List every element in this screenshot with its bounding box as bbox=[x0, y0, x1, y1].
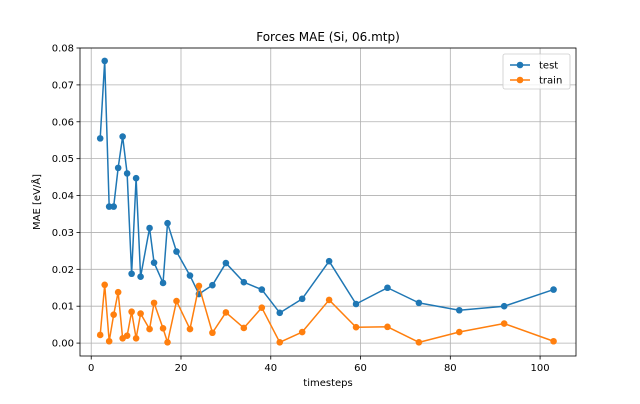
series-train bbox=[96, 281, 557, 346]
train-point bbox=[164, 339, 171, 346]
test-point bbox=[352, 300, 360, 308]
train-point bbox=[186, 325, 194, 333]
test-line bbox=[99, 60, 554, 314]
test-point bbox=[164, 219, 171, 227]
test-point bbox=[132, 174, 140, 182]
test-point bbox=[128, 270, 135, 278]
train-point bbox=[137, 310, 144, 317]
test-point bbox=[150, 259, 158, 266]
train-point bbox=[128, 308, 135, 316]
test-point bbox=[119, 133, 126, 140]
test-point bbox=[137, 273, 144, 280]
legend-train-marker bbox=[516, 76, 524, 84]
train-point bbox=[298, 328, 306, 336]
legend: test train bbox=[502, 53, 571, 90]
x-tick-label: 0 bbox=[88, 363, 94, 374]
train-point bbox=[550, 337, 557, 345]
x-tick-label: 100 bbox=[531, 363, 550, 374]
train-point bbox=[195, 282, 203, 290]
train-point bbox=[258, 304, 266, 311]
train-point bbox=[455, 328, 463, 336]
test-point bbox=[114, 164, 122, 172]
train-point bbox=[173, 297, 180, 305]
x-axis-label: timesteps bbox=[303, 378, 352, 389]
test-point bbox=[101, 57, 108, 65]
axis-ticks: 0 20 40 60 80 100 0.00 0.01 0.02 0.03 0.04 0.05 0.06… bbox=[52, 44, 550, 375]
train-point bbox=[101, 281, 108, 289]
y-tick-label: 0.00 bbox=[52, 339, 74, 350]
test-point bbox=[325, 257, 333, 265]
x-tick-label: 20 bbox=[175, 363, 188, 374]
y-tick-label: 0.08 bbox=[52, 44, 74, 55]
y-axis-label: MAE [eV/Å] bbox=[30, 174, 43, 230]
test-point bbox=[258, 286, 266, 293]
train-point bbox=[276, 339, 284, 346]
train-point bbox=[222, 309, 230, 316]
train-point bbox=[209, 329, 216, 337]
y-tick-label: 0.01 bbox=[52, 302, 74, 313]
y-tick-label: 0.03 bbox=[52, 228, 74, 239]
train-point bbox=[114, 288, 122, 296]
train-point bbox=[384, 323, 391, 331]
train-point bbox=[123, 332, 131, 340]
y-tick-label: 0.07 bbox=[52, 80, 74, 91]
train-point bbox=[132, 334, 140, 342]
y-tick-label: 0.04 bbox=[52, 191, 74, 202]
train-point bbox=[159, 325, 167, 332]
test-point bbox=[146, 224, 153, 232]
test-point bbox=[455, 306, 463, 314]
test-point bbox=[415, 299, 423, 307]
x-tick-label: 60 bbox=[354, 363, 367, 374]
train-point bbox=[415, 339, 423, 346]
legend-test-label: test bbox=[539, 61, 558, 72]
test-point bbox=[550, 286, 557, 293]
test-point bbox=[96, 135, 104, 142]
test-point bbox=[276, 309, 284, 317]
test-point bbox=[123, 170, 131, 177]
test-point bbox=[298, 295, 306, 303]
chart-title: Forces MAE (Si, 06.mtp) bbox=[256, 30, 400, 44]
legend-test-marker bbox=[516, 61, 524, 69]
train-point bbox=[105, 337, 113, 345]
plot-frame bbox=[79, 47, 577, 357]
y-tick-label: 0.02 bbox=[52, 265, 74, 276]
train-point bbox=[146, 325, 153, 333]
train-point bbox=[110, 311, 117, 318]
test-point bbox=[500, 302, 508, 310]
test-point bbox=[384, 284, 391, 292]
train-line bbox=[99, 284, 554, 344]
test-point bbox=[209, 281, 216, 289]
train-point bbox=[352, 323, 360, 331]
x-tick-label: 80 bbox=[444, 363, 457, 374]
train-point bbox=[96, 331, 104, 339]
test-point bbox=[110, 203, 117, 210]
legend-train-label: train bbox=[539, 76, 562, 87]
legend-entries: test train bbox=[510, 61, 562, 87]
test-point bbox=[240, 278, 248, 286]
train-point bbox=[240, 324, 248, 332]
y-tick-label: 0.06 bbox=[52, 117, 74, 128]
train-point bbox=[150, 299, 158, 307]
test-point bbox=[173, 248, 180, 255]
test-point bbox=[222, 259, 230, 267]
x-tick-label: 40 bbox=[264, 363, 277, 374]
train-point bbox=[500, 320, 508, 327]
y-tick-label: 0.05 bbox=[52, 154, 74, 165]
series-layer bbox=[96, 57, 557, 346]
test-point bbox=[186, 272, 194, 279]
test-point bbox=[159, 279, 167, 287]
train-point bbox=[325, 296, 333, 304]
